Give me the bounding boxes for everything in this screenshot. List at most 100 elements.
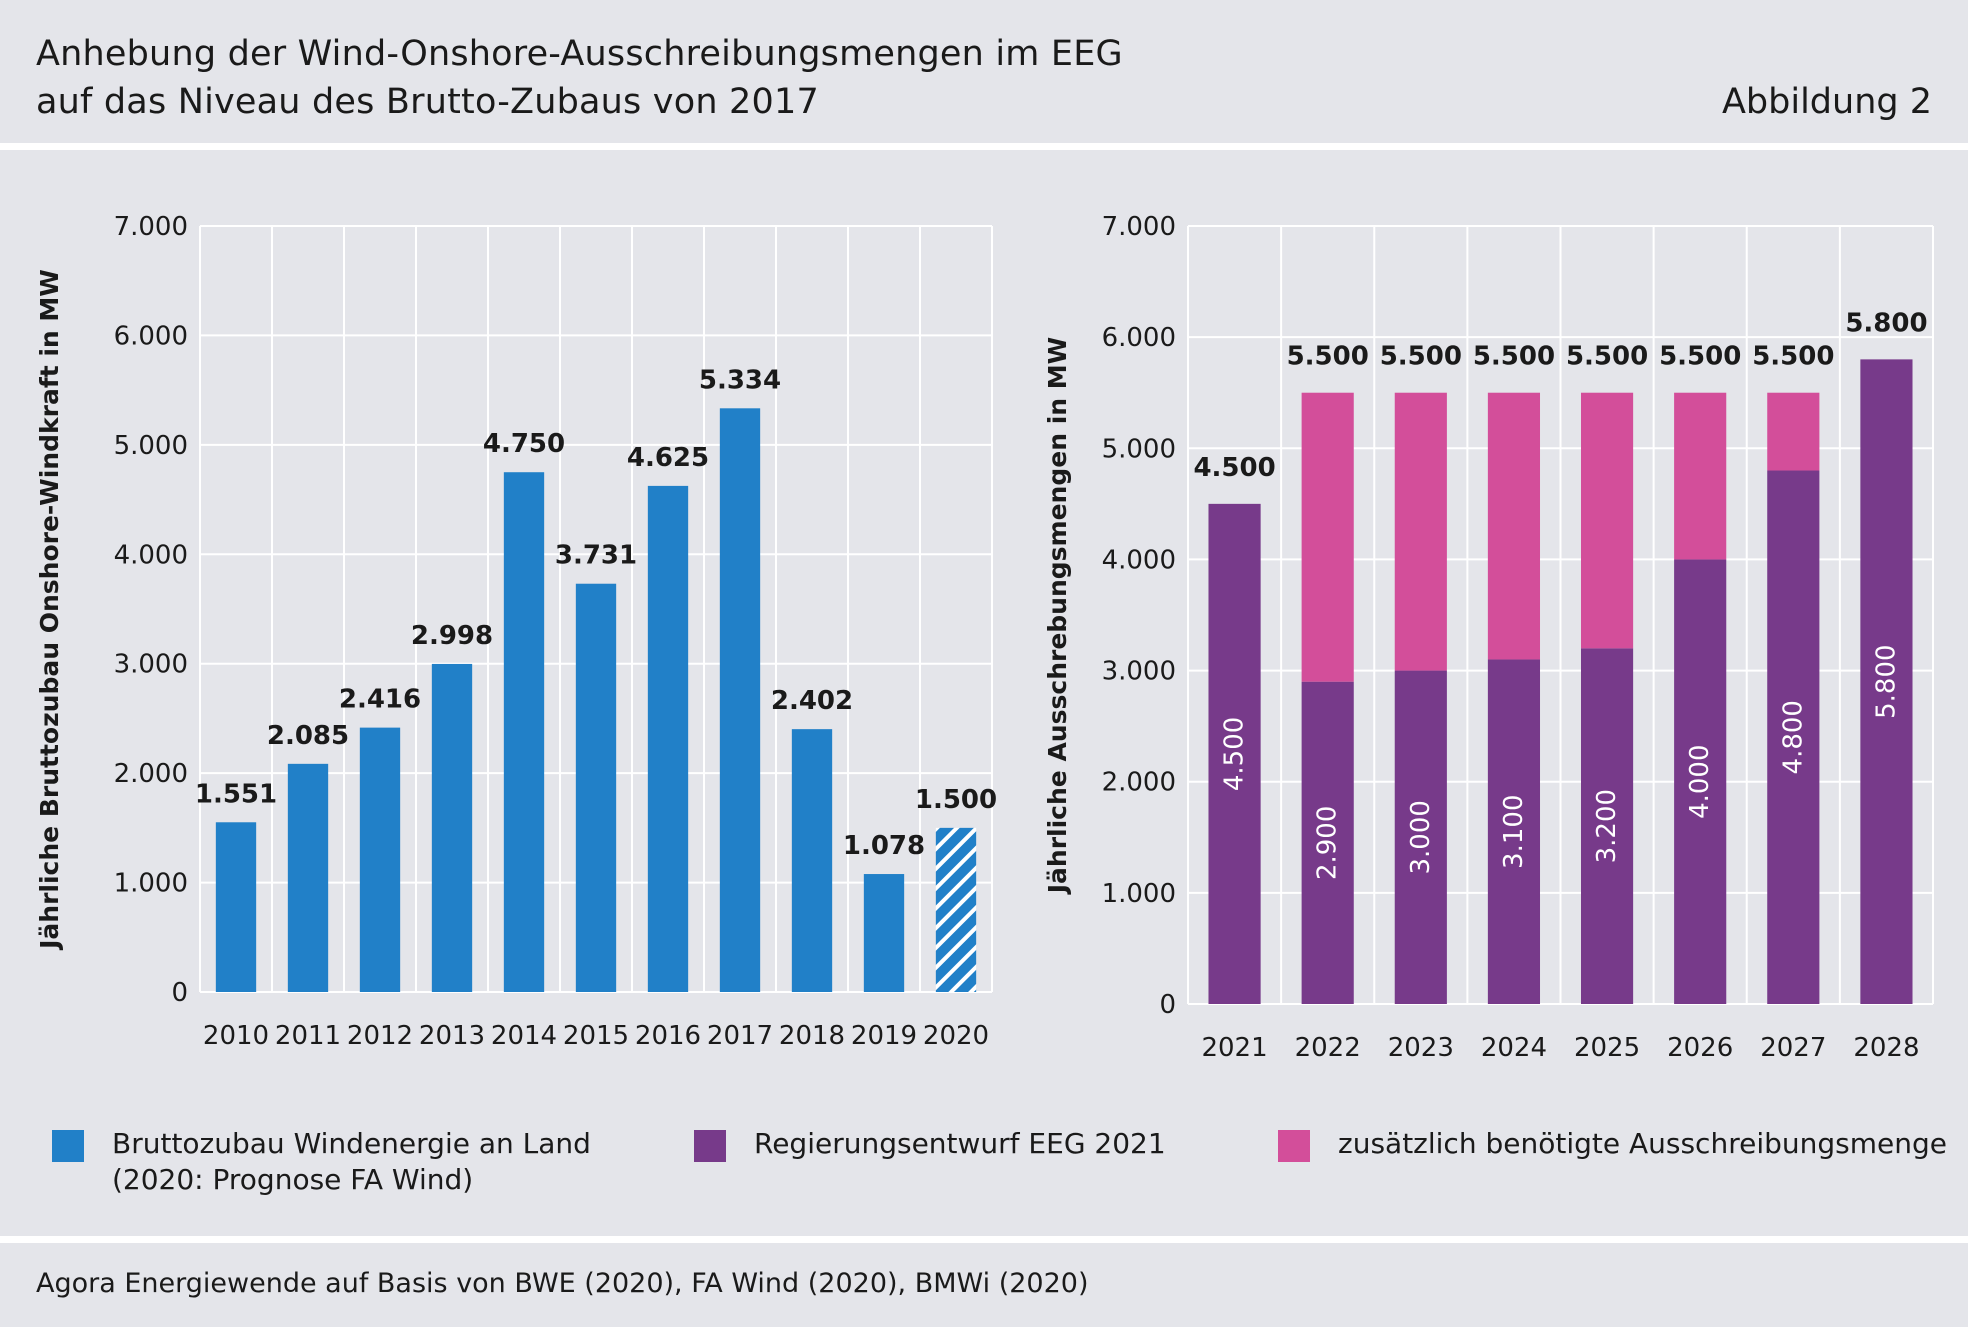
x-tick-label: 2022 [1295,1033,1361,1063]
y-tick-label: 1.000 [1102,879,1176,909]
value-label-2013: 2.998 [411,621,493,651]
y-tick-label: 5.000 [114,431,188,461]
x-tick-label: 2026 [1667,1033,1733,1063]
bar-zusaetzlich-2026 [1674,392,1727,560]
bar-zusaetzlich-2022 [1301,392,1354,682]
bar-2013 [431,663,473,992]
y-tick-label: 7.000 [114,212,188,242]
x-tick-label: 2024 [1481,1033,1547,1063]
value-label-2019: 1.078 [843,831,925,861]
value-label-2016: 4.625 [627,443,709,473]
y-tick-label: 2.000 [114,759,188,789]
footer-divider [0,1236,1968,1243]
y-tick-label: 1.000 [114,869,188,899]
legend-swatch-pink [1278,1130,1310,1162]
chart-left-bruttozubau: 0 1.000 2.000 3.000 4.000 5.000 6.000 7.000 Jähr… [35,212,997,1051]
x-tick-label: 2014 [491,1021,557,1051]
bar-zusaetzlich-2025 [1580,392,1634,649]
x-tick-label: 2019 [851,1021,917,1051]
header-divider [0,143,1968,150]
bar-regierungsentwurf-2023 [1394,670,1447,1004]
header: Anhebung der Wind-Onshore-Ausschreibungs… [0,0,1968,144]
bar-regierungsentwurf-2028 [1860,359,1913,1004]
y-tick-label: 4.000 [1102,545,1176,575]
x-tick-label: 2020 [923,1021,989,1051]
legend-label-bruttozubau: Bruttozubau Windenergie an Land [112,1127,591,1160]
source-note: Agora Energiewende auf Basis von BWE (20… [36,1268,1089,1299]
chart-title-line-1: Anhebung der Wind-Onshore-Ausschreibungs… [36,34,1123,74]
chart-title-line-2: auf das Niveau des Brutto-Zubaus von 201… [36,82,819,122]
bar-2018 [791,729,833,992]
bar-2020 [935,827,977,992]
segment-label-2026: 4.000 [1685,744,1715,818]
x-tick-label: 2016 [635,1021,701,1051]
bar-2011 [287,763,329,992]
legend-label-regierungsentwurf: Regierungsentwurf EEG 2021 [754,1127,1166,1160]
total-label-2027: 5.500 [1752,342,1834,372]
value-label-2012: 2.416 [339,685,421,715]
total-label-2021: 4.500 [1193,453,1275,483]
value-label-2015: 3.731 [555,541,637,571]
chart-right-ausschreibungsmengen: 0 1.000 2.000 3.000 4.000 5.000 6.000 7.000 Jähr… [1043,212,1934,1063]
bar-regierungsentwurf-2021 [1208,503,1261,1004]
bar-2015 [575,583,617,992]
legend-label-prognose: (2020: Prognose FA Wind) [112,1163,474,1196]
x-tick-label: 2027 [1760,1033,1826,1063]
y-tick-label: 2.000 [1102,768,1176,798]
bar-2010 [215,822,257,992]
value-label-2017: 5.334 [699,365,781,395]
x-tick-label: 2015 [563,1021,629,1051]
value-label-2011: 2.085 [267,721,349,751]
total-label-2025: 5.500 [1566,342,1648,372]
y-tick-label: 7.000 [1102,212,1176,242]
segment-label-2028: 5.800 [1871,644,1901,718]
x-tick-label: 2023 [1388,1033,1454,1063]
legend-swatch-blue [52,1130,84,1162]
segment-label-2024: 3.100 [1499,795,1529,869]
bar-regierungsentwurf-2026 [1674,559,1727,1004]
y-tick-label: 6.000 [1102,323,1176,353]
legend-swatch-purple [694,1130,726,1162]
segment-label-2021: 4.500 [1220,717,1250,791]
y-tick-label: 5.000 [1102,434,1176,464]
y-axis-title: Jährliche Ausschrebungsmengen in MW [1043,337,1072,895]
y-tick-label: 6.000 [114,321,188,351]
total-label-2028: 5.800 [1845,308,1927,338]
segment-label-2023: 3.000 [1406,800,1436,874]
value-label-2010: 1.551 [195,779,277,809]
y-tick-label: 0 [1159,990,1176,1020]
bar-zusaetzlich-2024 [1487,392,1541,660]
x-tick-label: 2013 [419,1021,485,1051]
legend-label-zusaetzlich: zusätzlich benötigte Ausschreibungsmenge [1338,1127,1947,1160]
total-label-2023: 5.500 [1380,342,1462,372]
bar-2019 [863,874,905,992]
figure-label: Abbildung 2 [1721,82,1932,122]
total-label-2026: 5.500 [1659,342,1741,372]
x-tick-label: 2012 [347,1021,413,1051]
total-label-2024: 5.500 [1473,342,1555,372]
value-label-2018: 2.402 [771,686,853,716]
total-label-2022: 5.500 [1287,342,1369,372]
charts-canvas: 0 1.000 2.000 3.000 4.000 5.000 6.000 7.000 Jähr… [35,212,1934,1063]
y-tick-label: 3.000 [114,650,188,680]
segment-label-2022: 2.900 [1313,806,1343,880]
y-tick-label: 3.000 [1102,657,1176,687]
bar-regierungsentwurf-2027 [1767,470,1820,1004]
segment-label-2025: 3.200 [1592,789,1622,863]
x-tick-label: 2010 [203,1021,269,1051]
x-tick-label: 2025 [1574,1033,1640,1063]
bar-2012 [359,727,401,992]
x-tick-label: 2017 [707,1021,773,1051]
y-tick-label: 0 [171,978,188,1008]
bar-2014 [503,472,545,992]
value-label-2020: 1.500 [915,785,997,815]
bar-regierungsentwurf-2025 [1580,648,1634,1004]
x-tick-label: 2028 [1853,1033,1919,1063]
bar-regierungsentwurf-2024 [1487,659,1541,1004]
x-tick-label: 2021 [1201,1033,1267,1063]
value-label-2014: 4.750 [483,429,565,459]
segment-label-2027: 4.800 [1778,700,1808,774]
bar-regierungsentwurf-2022 [1301,681,1354,1004]
bar-zusaetzlich-2023 [1394,392,1447,671]
x-tick-label: 2018 [779,1021,845,1051]
